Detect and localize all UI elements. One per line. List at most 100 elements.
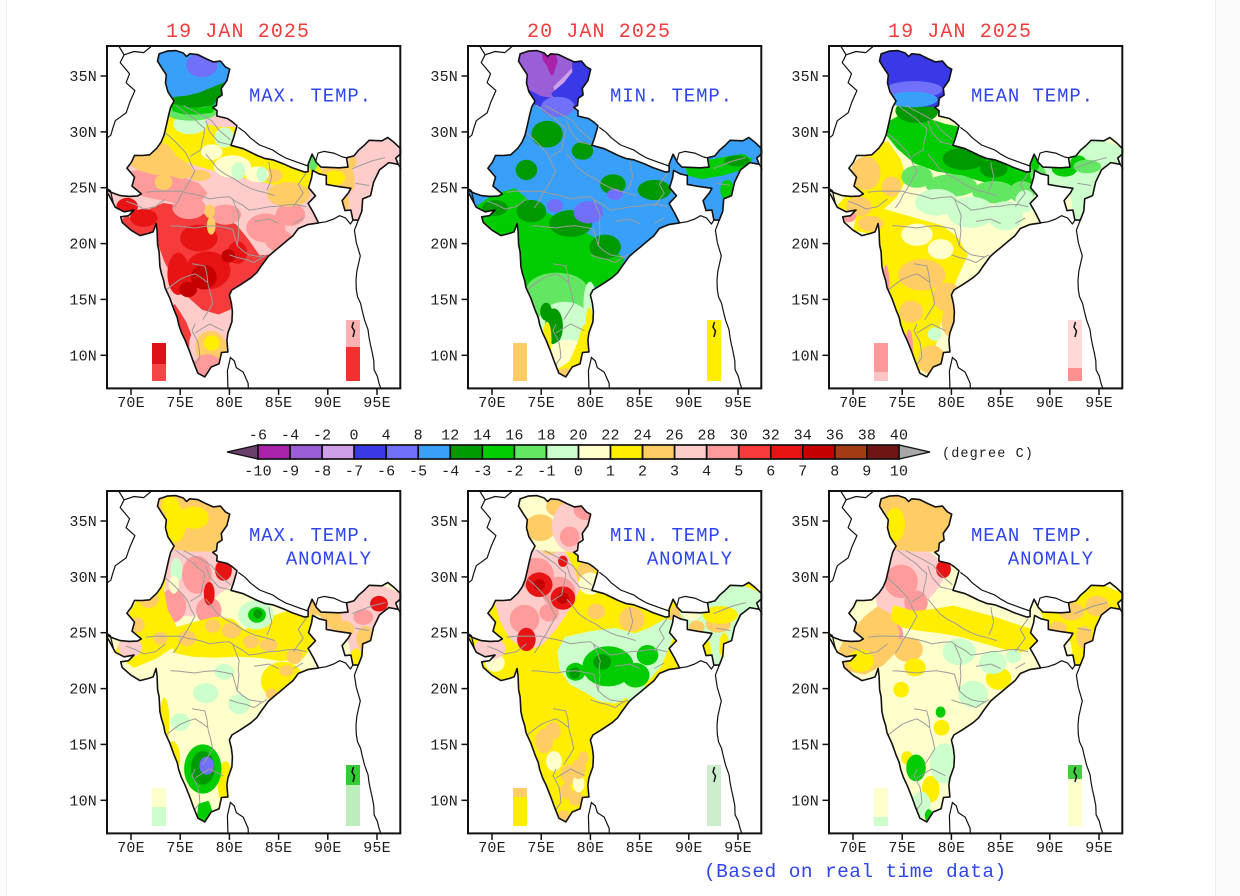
svg-text:8: 8 (414, 428, 423, 445)
svg-text:MAX. TEMP.: MAX. TEMP. (249, 86, 372, 108)
svg-text:80E: 80E (216, 395, 244, 412)
svg-text:25N: 25N (69, 626, 97, 643)
svg-text:70E: 70E (117, 840, 145, 857)
svg-text:30N: 30N (791, 125, 819, 142)
svg-text:35N: 35N (69, 69, 97, 86)
svg-text:38: 38 (858, 428, 876, 445)
svg-text:22: 22 (601, 428, 619, 445)
svg-text:25N: 25N (430, 626, 458, 643)
svg-text:ANOMALY: ANOMALY (1008, 549, 1094, 571)
svg-text:2: 2 (638, 464, 647, 481)
svg-text:-3: -3 (473, 464, 491, 481)
svg-text:15N: 15N (69, 292, 97, 309)
svg-text:MEAN TEMP.: MEAN TEMP. (971, 86, 1094, 108)
svg-text:90E: 90E (314, 395, 342, 412)
svg-text:85E: 85E (265, 395, 293, 412)
svg-text:-6: -6 (377, 464, 395, 481)
svg-text:95E: 95E (724, 840, 752, 857)
svg-text:9: 9 (862, 464, 871, 481)
svg-text:10N: 10N (69, 348, 97, 365)
svg-text:4: 4 (382, 428, 391, 445)
svg-text:75E: 75E (527, 395, 555, 412)
svg-text:20N: 20N (69, 237, 97, 254)
svg-text:MAX. TEMP.: MAX. TEMP. (249, 525, 372, 547)
svg-text:8: 8 (830, 464, 839, 481)
svg-text:95E: 95E (363, 395, 391, 412)
svg-text:25N: 25N (791, 181, 819, 198)
svg-text:-1: -1 (537, 464, 555, 481)
svg-text:90E: 90E (675, 395, 703, 412)
svg-text:25N: 25N (69, 181, 97, 198)
svg-text:(Based on real time data): (Based on real time data) (704, 861, 1007, 883)
svg-text:85E: 85E (626, 395, 654, 412)
svg-text:25N: 25N (430, 181, 458, 198)
svg-text:(degree C): (degree C) (942, 447, 1034, 462)
svg-text:6: 6 (766, 464, 775, 481)
svg-text:10N: 10N (791, 793, 819, 810)
svg-text:95E: 95E (724, 395, 752, 412)
svg-text:30: 30 (730, 428, 748, 445)
svg-text:75E: 75E (166, 395, 194, 412)
svg-text:80E: 80E (938, 395, 966, 412)
svg-text:34: 34 (794, 428, 812, 445)
svg-text:14: 14 (473, 428, 491, 445)
svg-text:40: 40 (890, 428, 908, 445)
svg-text:ANOMALY: ANOMALY (647, 549, 733, 571)
svg-text:80E: 80E (577, 840, 605, 857)
svg-text:-7: -7 (345, 464, 363, 481)
svg-text:MIN. TEMP.: MIN. TEMP. (610, 86, 733, 108)
svg-text:20N: 20N (430, 237, 458, 254)
svg-text:35N: 35N (791, 69, 819, 86)
svg-text:20 JAN 2025: 20 JAN 2025 (527, 21, 671, 44)
svg-text:75E: 75E (527, 840, 555, 857)
svg-text:-2: -2 (505, 464, 523, 481)
svg-text:20N: 20N (791, 237, 819, 254)
svg-text:85E: 85E (987, 395, 1015, 412)
svg-text:75E: 75E (888, 395, 916, 412)
svg-text:MEAN TEMP.: MEAN TEMP. (971, 525, 1094, 547)
svg-text:15N: 15N (430, 292, 458, 309)
svg-text:MIN. TEMP.: MIN. TEMP. (610, 525, 733, 547)
svg-text:90E: 90E (1036, 395, 1064, 412)
svg-text:85E: 85E (626, 840, 654, 857)
svg-text:24: 24 (633, 428, 651, 445)
svg-text:30N: 30N (430, 125, 458, 142)
svg-text:80E: 80E (938, 840, 966, 857)
svg-text:30N: 30N (69, 570, 97, 587)
svg-text:5: 5 (734, 464, 743, 481)
svg-text:20N: 20N (430, 682, 458, 699)
svg-text:10N: 10N (430, 348, 458, 365)
svg-text:-4: -4 (441, 464, 459, 481)
svg-text:0: 0 (349, 428, 358, 445)
svg-text:20: 20 (569, 428, 587, 445)
svg-text:1: 1 (606, 464, 615, 481)
svg-text:70E: 70E (839, 395, 867, 412)
svg-text:35N: 35N (430, 514, 458, 531)
svg-text:35N: 35N (69, 514, 97, 531)
svg-text:-10: -10 (244, 464, 272, 481)
svg-text:90E: 90E (675, 840, 703, 857)
svg-text:16: 16 (505, 428, 523, 445)
svg-text:10: 10 (890, 464, 908, 481)
svg-text:85E: 85E (987, 840, 1015, 857)
svg-text:70E: 70E (478, 395, 506, 412)
svg-text:70E: 70E (839, 840, 867, 857)
svg-text:-5: -5 (409, 464, 427, 481)
svg-text:4: 4 (702, 464, 711, 481)
svg-text:19 JAN 2025: 19 JAN 2025 (888, 21, 1032, 44)
svg-text:75E: 75E (166, 840, 194, 857)
svg-text:15N: 15N (69, 737, 97, 754)
svg-text:30N: 30N (69, 125, 97, 142)
svg-text:30N: 30N (430, 570, 458, 587)
svg-text:12: 12 (441, 428, 459, 445)
svg-text:-8: -8 (313, 464, 331, 481)
svg-text:25N: 25N (791, 626, 819, 643)
svg-text:15N: 15N (791, 737, 819, 754)
svg-text:95E: 95E (363, 840, 391, 857)
svg-text:28: 28 (697, 428, 715, 445)
svg-text:-2: -2 (313, 428, 331, 445)
svg-text:-4: -4 (281, 428, 299, 445)
svg-text:20N: 20N (791, 682, 819, 699)
svg-text:85E: 85E (265, 840, 293, 857)
svg-text:36: 36 (826, 428, 844, 445)
